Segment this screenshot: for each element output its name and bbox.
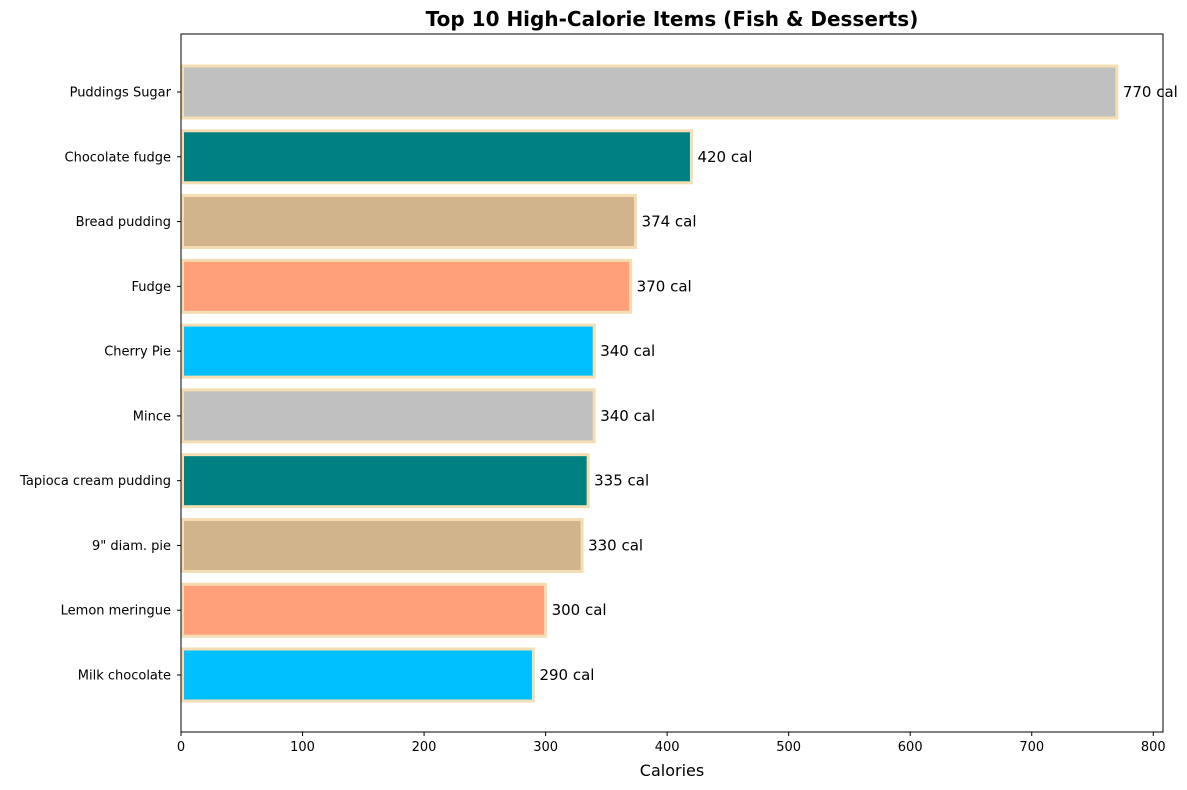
bar [181, 64, 1119, 120]
bar [181, 647, 535, 703]
bar [181, 517, 584, 573]
y-tick-label: Bread pudding [76, 215, 171, 230]
y-tick-label: Chocolate fudge [65, 150, 172, 165]
x-tick-label: 0 [177, 740, 185, 755]
bar [181, 129, 693, 185]
chart-title: Top 10 High-Calorie Items (Fish & Desser… [426, 7, 919, 31]
data-label: 374 cal [642, 213, 697, 231]
x-axis: 0 100 200 300 400 500 600 700 800 [177, 732, 1166, 755]
data-label: 340 cal [600, 342, 655, 360]
x-tick-label: 200 [412, 740, 437, 755]
y-tick-label: Mince [133, 409, 171, 424]
data-label: 340 cal [600, 407, 655, 425]
bar [181, 453, 590, 509]
y-tick-label: Cherry Pie [104, 345, 171, 360]
data-label: 330 cal [588, 536, 643, 554]
data-label: 335 cal [594, 472, 649, 490]
x-tick-label: 500 [776, 740, 801, 755]
bars-layer: 770 cal 420 cal 374 cal 370 cal 340 cal 340 c… [181, 64, 1178, 703]
x-tick-label: 600 [898, 740, 923, 755]
data-label: 770 cal [1123, 83, 1178, 101]
y-tick-label: Tapioca cream pudding [19, 474, 171, 489]
y-tick-label: Fudge [131, 280, 171, 295]
data-label: 300 cal [552, 601, 607, 619]
x-tick-label: 800 [1141, 740, 1166, 755]
y-tick-label: 9" diam. pie [92, 539, 171, 554]
y-tick-label: Lemon meringue [61, 604, 171, 619]
x-tick-label: 100 [290, 740, 315, 755]
bar [181, 194, 638, 250]
x-tick-label: 300 [533, 740, 558, 755]
data-label: 370 cal [637, 277, 692, 295]
plot-area-frame [180, 33, 1164, 733]
y-tick-label: Milk chocolate [78, 669, 171, 684]
y-tick-label: Puddings Sugar [70, 86, 172, 101]
data-label: 420 cal [697, 148, 752, 166]
x-tick-label: 400 [655, 740, 680, 755]
x-axis-label: Calories [640, 761, 704, 780]
bar [181, 582, 548, 638]
bar [181, 258, 633, 314]
bar [181, 388, 596, 444]
data-label: 290 cal [539, 666, 594, 684]
y-axis: Puddings Sugar Chocolate fudge Bread puddi… [19, 86, 181, 684]
x-tick-label: 700 [1019, 740, 1044, 755]
bar [181, 323, 596, 379]
